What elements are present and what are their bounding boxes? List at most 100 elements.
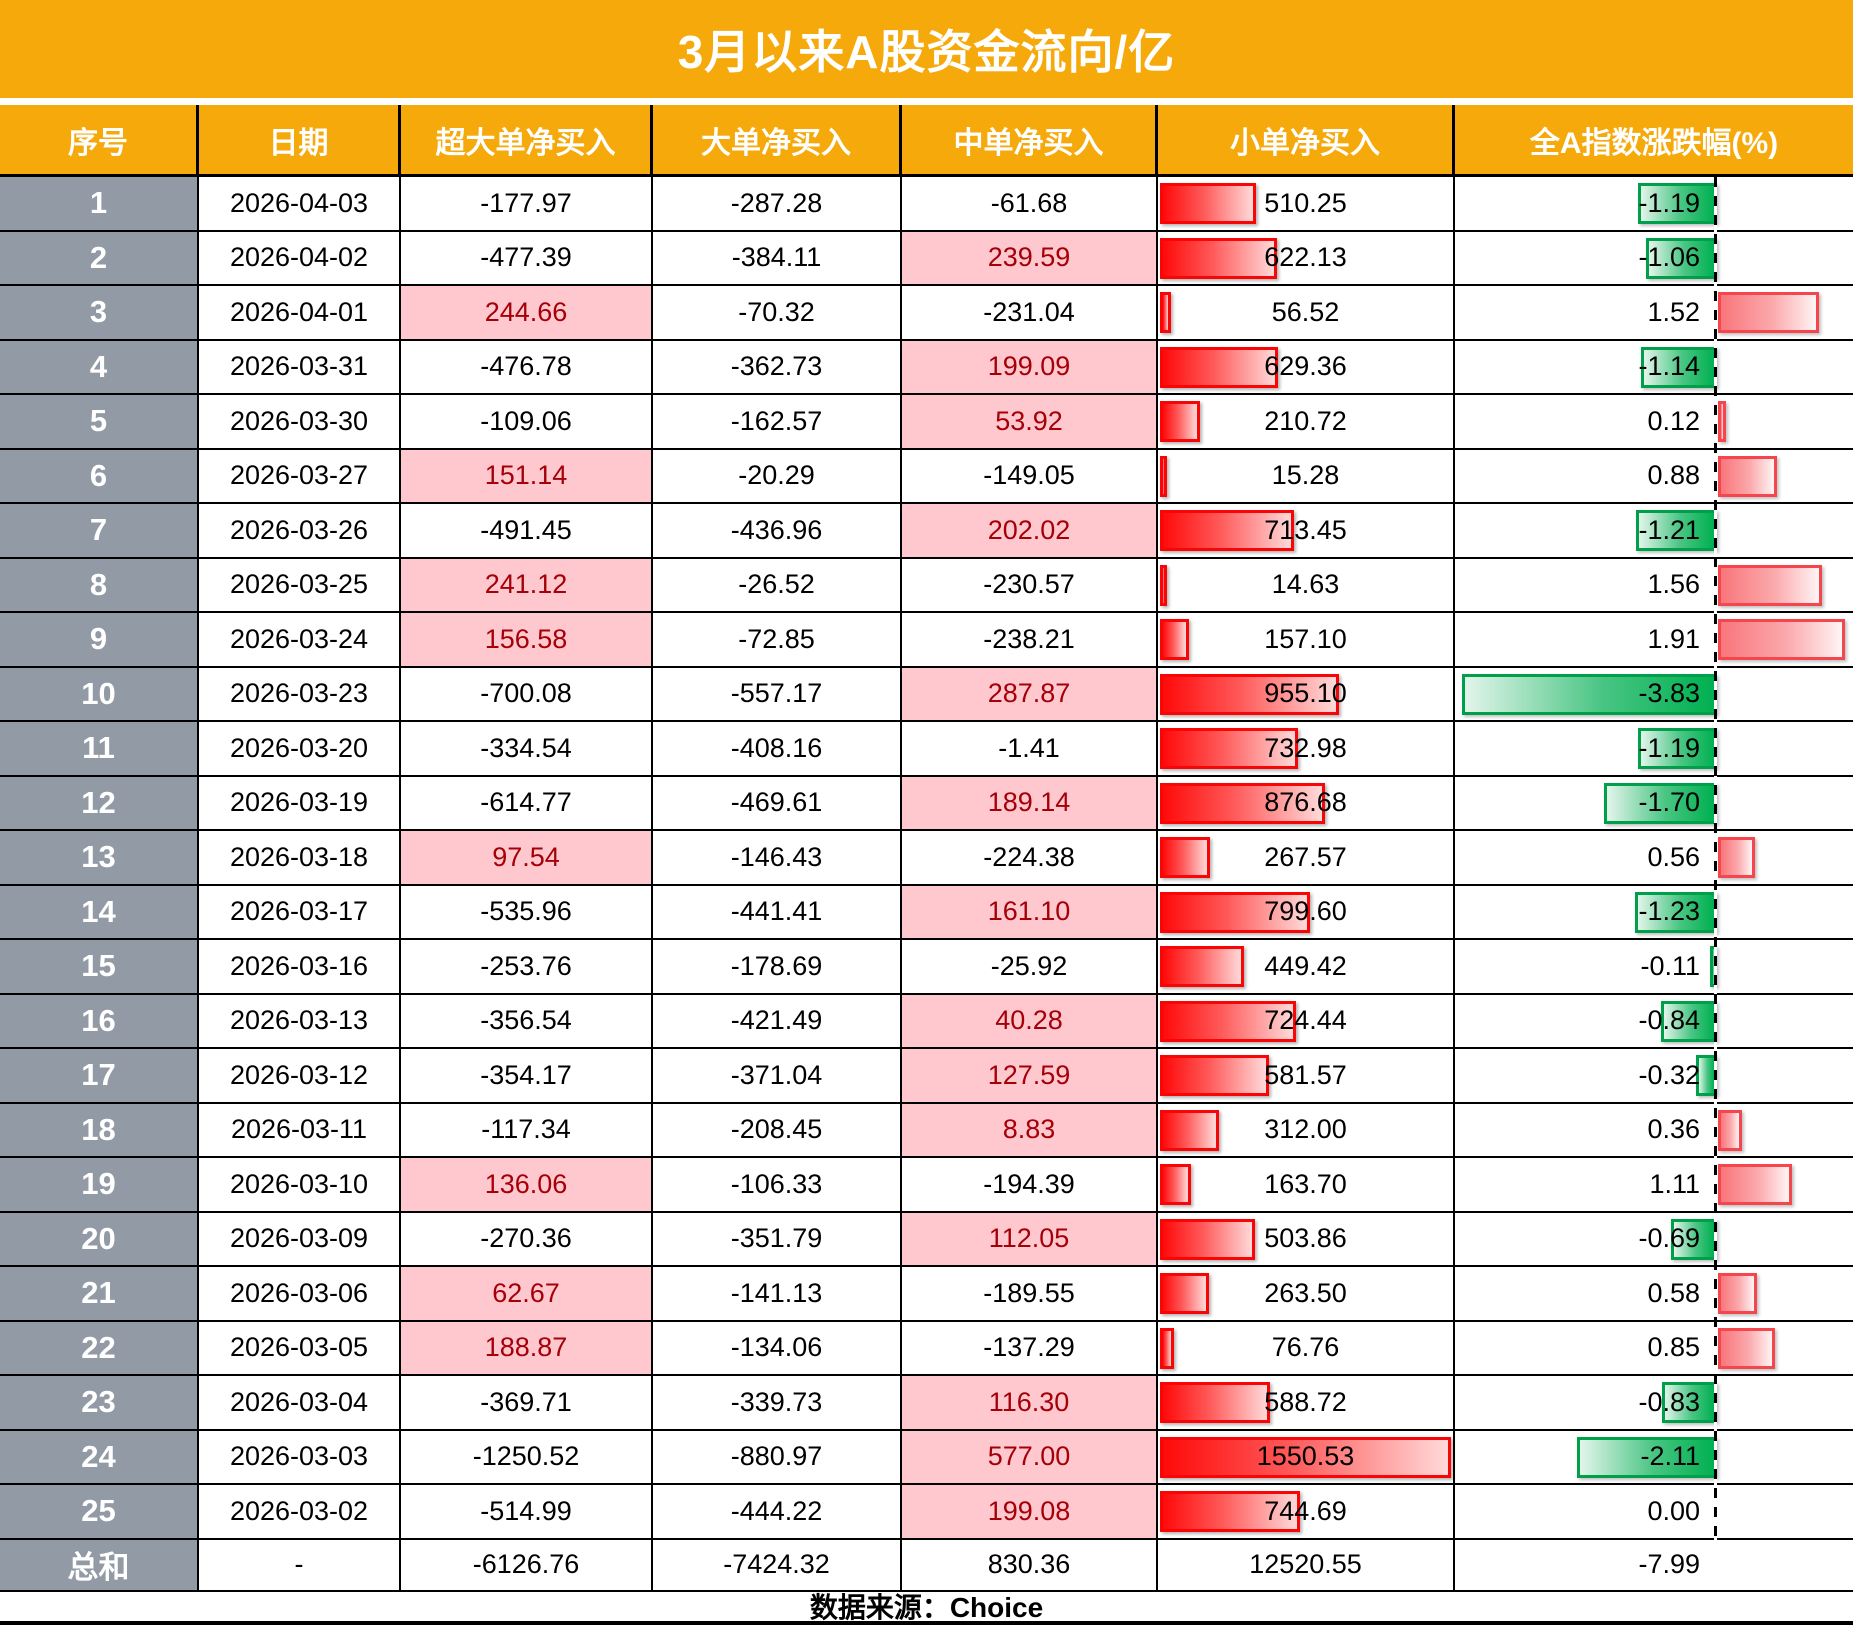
small-net-buy-cell: 157.10 (1158, 613, 1455, 668)
serial-cell: 7 (0, 504, 199, 559)
large-net-buy-cell: -371.04 (653, 1049, 902, 1104)
large-net-buy-cell: -362.73 (653, 340, 902, 395)
date-cell: 2026-03-03 (199, 1430, 401, 1485)
small-net-buy-value: 14.63 (1271, 569, 1340, 600)
xlarge-net-buy-cell: -334.54 (401, 722, 653, 777)
header-cell-3: 大单净买入 (653, 105, 902, 174)
small-net-buy-value: 622.13 (1264, 242, 1347, 273)
pct-positive-data-bar (1718, 837, 1755, 878)
large-net-buy-cell: -162.57 (653, 395, 902, 450)
date-cell: 2026-03-20 (199, 722, 401, 777)
pct-change-cell: -0.84 (1455, 994, 1853, 1049)
small-net-buy-cell: 799.60 (1158, 885, 1455, 940)
small-net-buy-data-bar (1160, 673, 1339, 715)
date-cell: 2026-03-24 (199, 613, 401, 668)
medium-net-buy-cell: 116.30 (902, 1376, 1158, 1431)
small-net-buy-data-bar (1160, 1218, 1255, 1260)
small-net-buy-cell: 955.10 (1158, 667, 1455, 722)
small-net-buy-data-bar (1160, 1491, 1300, 1532)
serial-cell: 25 (0, 1485, 199, 1540)
medium-net-buy-cell: 53.92 (902, 395, 1158, 450)
page-title: 3月以来A股资金流向/亿 (0, 0, 1853, 98)
date-cell: - (199, 1539, 401, 1592)
small-net-buy-value: 210.72 (1264, 405, 1347, 436)
date-cell: 2026-03-25 (199, 558, 401, 613)
date-cell: 2026-03-10 (199, 1158, 401, 1213)
xlarge-net-buy-cell: -117.34 (401, 1103, 653, 1158)
small-net-buy-cell: 56.52 (1158, 286, 1455, 341)
medium-net-buy-cell: 161.10 (902, 885, 1158, 940)
pct-change-value: 1.11 (1649, 1168, 1700, 1199)
serial-cell: 11 (0, 722, 199, 777)
serial-cell: 6 (0, 449, 199, 504)
pct-change-cell: -1.06 (1455, 231, 1853, 286)
pct-change-cell: 1.52 (1455, 286, 1853, 341)
date-cell: 2026-03-23 (199, 667, 401, 722)
pct-change-cell: -1.23 (1455, 885, 1853, 940)
medium-net-buy-cell: 287.87 (902, 667, 1158, 722)
serial-cell: 22 (0, 1321, 199, 1376)
small-net-buy-cell: 713.45 (1158, 504, 1455, 559)
small-net-buy-data-bar (1160, 1055, 1269, 1096)
serial-cell: 13 (0, 831, 199, 886)
small-net-buy-value: 588.72 (1264, 1386, 1347, 1417)
serial-cell: 15 (0, 940, 199, 995)
medium-net-buy-cell: -61.68 (902, 177, 1158, 232)
pct-change-cell: -1.21 (1455, 504, 1853, 559)
header-cell-6: 全A指数涨跌幅(%) (1529, 126, 1779, 160)
xlarge-net-buy-cell: -109.06 (401, 395, 653, 450)
small-net-buy-cell: 163.70 (1158, 1158, 1455, 1213)
pct-change-cell: -2.11 (1455, 1430, 1853, 1485)
medium-net-buy-cell: -149.05 (902, 449, 1158, 504)
medium-net-buy-cell: 40.28 (902, 994, 1158, 1049)
pct-change-value: -0.83 (1638, 1386, 1700, 1417)
serial-cell: 19 (0, 1158, 199, 1213)
pct-change-cell: 0.58 (1455, 1267, 1853, 1322)
date-cell: 2026-03-13 (199, 994, 401, 1049)
large-net-buy-cell: -141.13 (653, 1267, 902, 1322)
small-net-buy-cell: 724.44 (1158, 994, 1455, 1049)
pct-change-cell: 0.88 (1455, 449, 1853, 504)
small-net-buy-value: 449.42 (1264, 950, 1347, 981)
pct-positive-data-bar (1718, 1273, 1757, 1314)
pct-change-value: 0.58 (1647, 1277, 1700, 1308)
xlarge-net-buy-cell: 151.14 (401, 449, 653, 504)
medium-net-buy-cell: -224.38 (902, 831, 1158, 886)
pct-positive-data-bar (1718, 1164, 1792, 1205)
serial-cell: 21 (0, 1267, 199, 1322)
xlarge-net-buy-cell: 156.58 (401, 613, 653, 668)
medium-net-buy-cell: 112.05 (902, 1212, 1158, 1267)
small-net-buy-data-bar (1160, 346, 1278, 388)
pct-positive-data-bar (1718, 564, 1822, 606)
small-net-buy-cell: 263.50 (1158, 1267, 1455, 1322)
serial-cell: 2 (0, 231, 199, 286)
small-net-buy-cell: 15.28 (1158, 449, 1455, 504)
table-body: 1 2026-04-03 -177.97 -287.28 -61.68 510.25 -1.… (0, 177, 1853, 1592)
small-net-buy-data-bar (1160, 1382, 1270, 1423)
serial-cell: 17 (0, 1049, 199, 1104)
small-net-buy-cell: 622.13 (1158, 231, 1455, 286)
small-net-buy-cell: 732.98 (1158, 722, 1455, 777)
pct-negative-data-bar (1577, 1436, 1717, 1478)
small-net-buy-value: 581.57 (1264, 1059, 1347, 1090)
large-net-buy-cell: -339.73 (653, 1376, 902, 1431)
large-net-buy-cell: -178.69 (653, 940, 902, 995)
pct-change-value: 0.88 (1647, 460, 1700, 491)
xlarge-net-buy-cell: -614.77 (401, 776, 653, 831)
pct-change-value: -3.83 (1638, 678, 1700, 709)
small-net-buy-data-bar (1160, 1273, 1209, 1314)
small-net-buy-cell: 503.86 (1158, 1212, 1455, 1267)
serial-cell: 16 (0, 994, 199, 1049)
header-cell-0: 序号 (0, 105, 199, 174)
pct-positive-data-bar (1718, 619, 1845, 660)
serial-cell: 1 (0, 177, 199, 232)
serial-cell: 总和 (0, 1539, 199, 1592)
serial-cell: 10 (0, 667, 199, 722)
small-net-buy-cell: 76.76 (1158, 1321, 1455, 1376)
large-net-buy-cell: -469.61 (653, 776, 902, 831)
large-net-buy-cell: -444.22 (653, 1485, 902, 1540)
small-net-buy-data-bar (1160, 946, 1244, 987)
small-net-buy-value: 724.44 (1264, 1005, 1347, 1036)
small-net-buy-data-bar (1160, 237, 1277, 279)
